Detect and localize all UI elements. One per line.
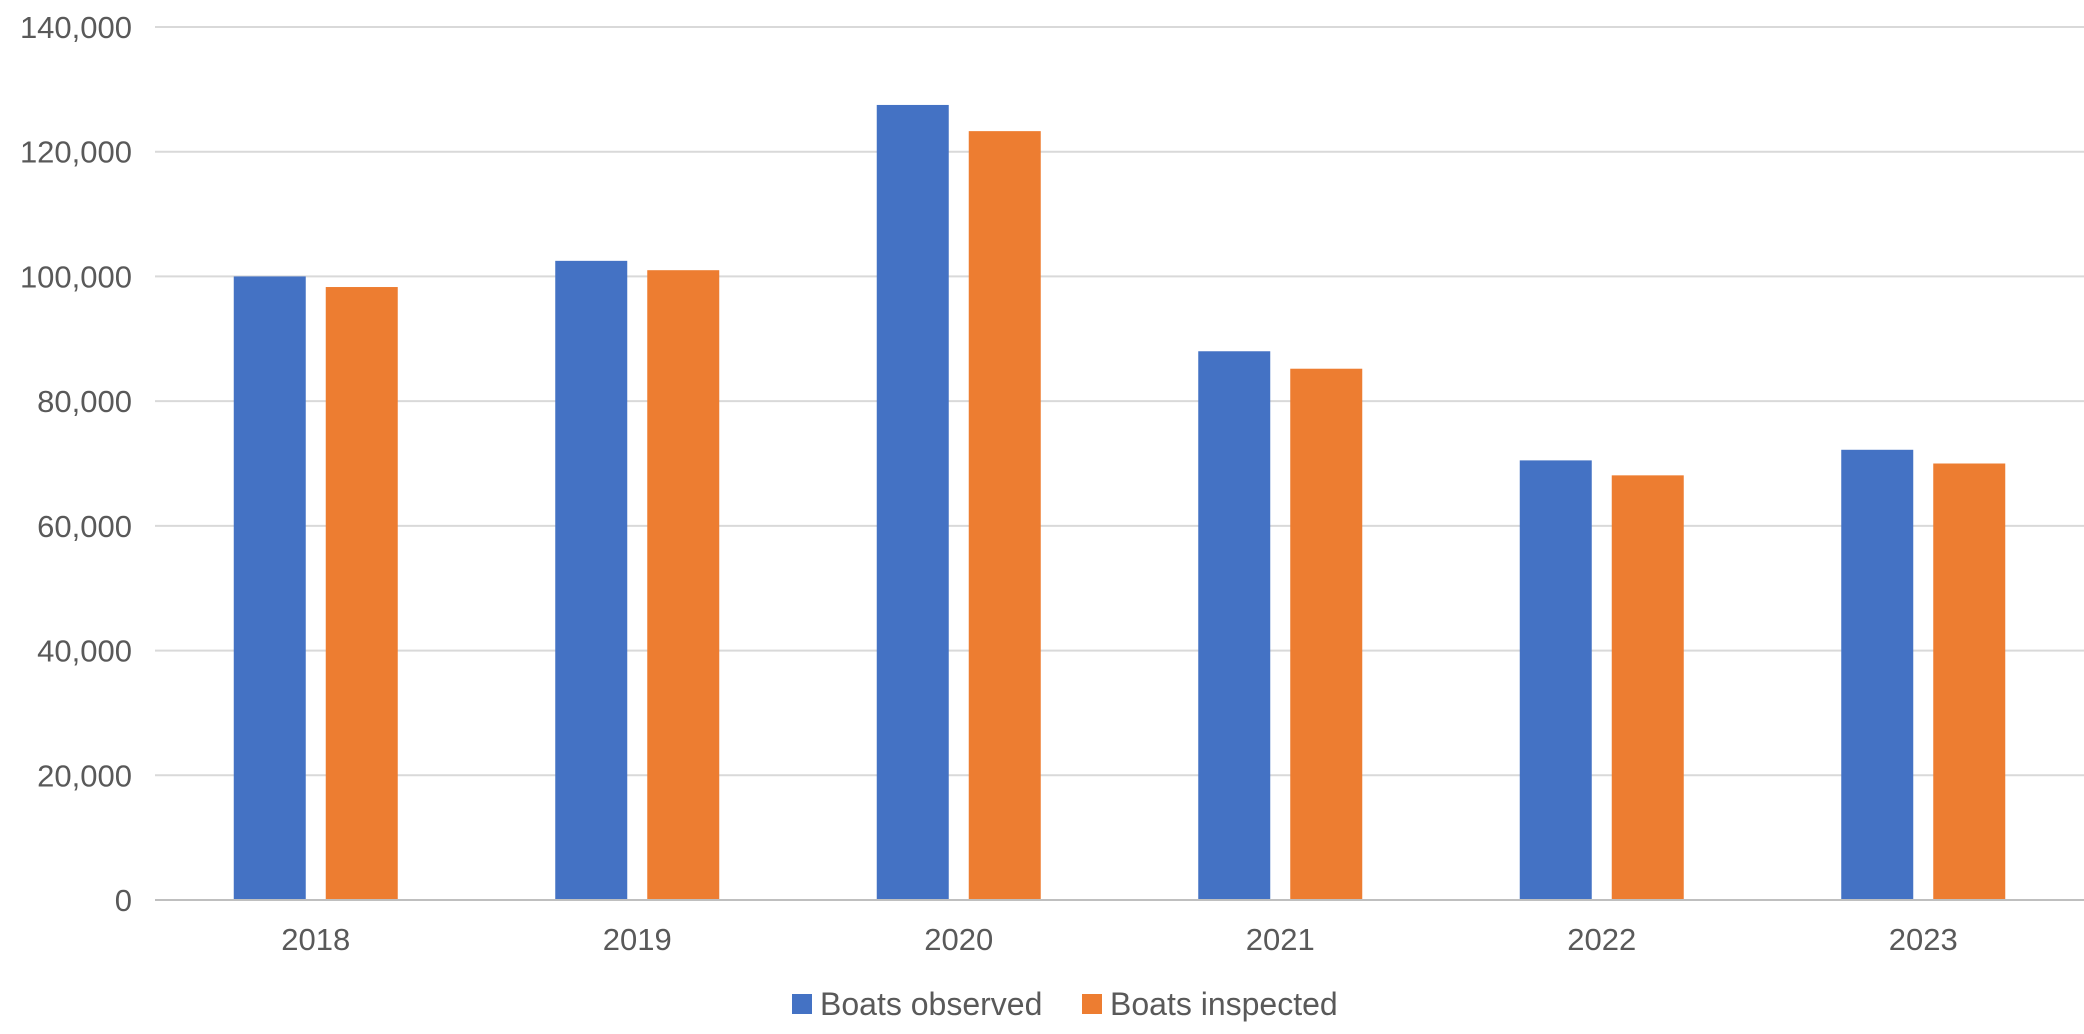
- bar-boats-observed-2020: [876, 104, 949, 901]
- bar-boats-inspected-2019: [647, 270, 720, 900]
- legend-swatch: [792, 994, 812, 1014]
- bar-boats-observed-2023: [1841, 449, 1914, 900]
- legend-label: Boats inspected: [1110, 986, 1338, 1022]
- x-axis-ticks: 2018 2019 2020 2021 2022 2023: [281, 922, 1957, 957]
- bar-boats-observed-2018: [233, 276, 306, 900]
- bar-boats-inspected-2021: [1290, 368, 1363, 900]
- x-tick-label: 2020: [924, 922, 993, 957]
- bar-boats-inspected-2023: [1933, 463, 2006, 900]
- legend-label: Boats observed: [820, 986, 1042, 1022]
- y-tick-label: 20,000: [37, 758, 132, 793]
- bar-boats-observed-2019: [555, 260, 628, 900]
- bar-boats-inspected-2022: [1611, 475, 1684, 900]
- x-tick-label: 2021: [1246, 922, 1315, 957]
- y-tick-label: 140,000: [20, 10, 132, 45]
- y-axis-ticks: 0 20,000 40,000 60,000 80,000 100,000 120,000 1…: [20, 10, 132, 918]
- legend-swatch: [1082, 994, 1102, 1014]
- x-tick-label: 2018: [281, 922, 350, 957]
- y-tick-label: 80,000: [37, 384, 132, 419]
- x-tick-label: 2019: [603, 922, 672, 957]
- x-tick-label: 2023: [1889, 922, 1958, 957]
- bar-boats-inspected-2020: [968, 131, 1041, 901]
- bar-boats-inspected-2018: [325, 287, 398, 900]
- gridlines: [155, 26, 2084, 777]
- y-tick-label: 100,000: [20, 259, 132, 294]
- y-tick-label: 0: [115, 883, 132, 918]
- bars: [233, 104, 2006, 901]
- y-tick-label: 120,000: [20, 135, 132, 170]
- legend: Boats observed Boats inspected: [792, 986, 1338, 1022]
- y-tick-label: 60,000: [37, 509, 132, 544]
- bar-boats-observed-2022: [1519, 460, 1592, 900]
- bar-boats-observed-2021: [1198, 351, 1271, 900]
- y-tick-label: 40,000: [37, 634, 132, 669]
- x-tick-label: 2022: [1567, 922, 1636, 957]
